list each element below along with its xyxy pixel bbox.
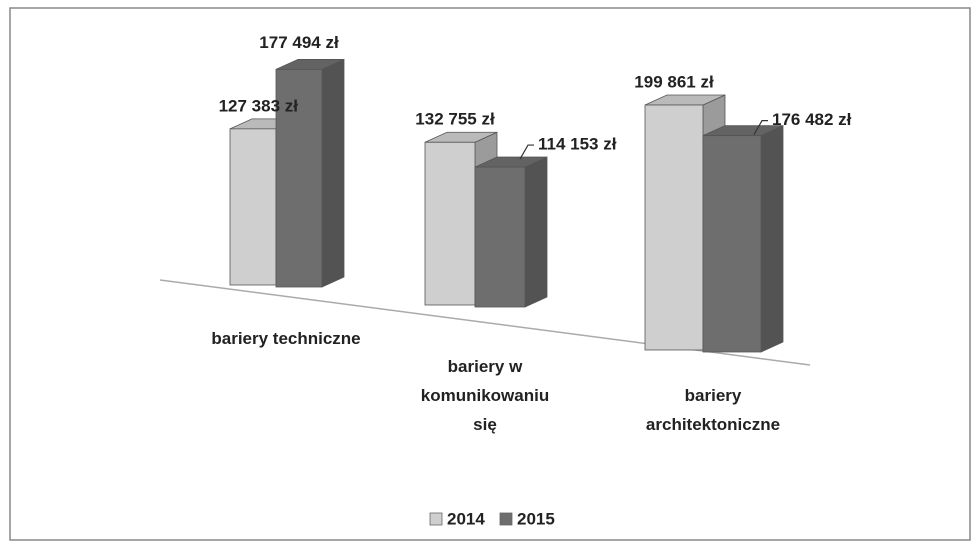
x-tick-label: bariery techniczne [211, 329, 360, 348]
x-tick-label: bariery w komunikowaniu się [421, 357, 549, 434]
bar-front [702, 135, 762, 353]
bar-front [275, 69, 323, 288]
leader-line [753, 120, 768, 135]
x-tick-label: bariery architektoniczne [646, 386, 780, 434]
legend-swatch [499, 512, 513, 526]
label-line: bariery techniczne [211, 329, 360, 348]
bar-side [760, 125, 784, 353]
label-line: bariery w [448, 357, 523, 376]
bar [275, 58, 345, 288]
value-label: 114 153 zł [538, 135, 617, 154]
label-line: komunikowaniu [421, 386, 549, 405]
value-label: 176 482 zł [772, 110, 852, 129]
leader-line [519, 144, 534, 160]
bar-front [644, 104, 704, 351]
legend-label: 2014 [447, 509, 485, 528]
value-label: 177 494 zł [259, 33, 339, 52]
label-line: się [473, 415, 497, 434]
bar-side [524, 156, 548, 308]
plot-area [229, 58, 784, 353]
bar-front [229, 128, 277, 286]
bar [474, 156, 548, 308]
value-label: 127 383 zł [219, 96, 299, 115]
legend-swatch [429, 512, 443, 526]
value-label: 132 755 zł [415, 110, 495, 129]
label-line: architektoniczne [646, 415, 780, 434]
bar-front [474, 166, 526, 308]
value-label: 199 861 zł [634, 72, 714, 91]
label-line: bariery [685, 386, 742, 405]
floor-line [159, 279, 811, 366]
bar-side [321, 58, 345, 288]
legend-label: 2015 [517, 509, 555, 528]
bar [702, 125, 784, 353]
bar-front [424, 141, 476, 306]
